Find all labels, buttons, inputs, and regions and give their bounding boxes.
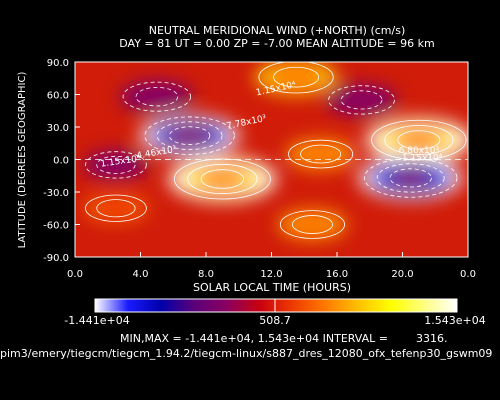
contour-line-6-2	[328, 85, 395, 115]
contour-line-4-1	[389, 168, 432, 188]
contour-line-7-2	[85, 151, 147, 179]
contour-line-9-1	[96, 199, 136, 218]
colorbar-max-label: 1.543e+04	[424, 314, 486, 327]
heatmap-cell-3-3	[169, 127, 210, 144]
footer-path: pim3/emery/tiegcm/tiegcm_1.94.2/tiegcm-l…	[0, 347, 493, 360]
y-axis: 90.0 60.0 30.0 0.0 -30.0 -60.0 -90.0	[43, 58, 80, 264]
contour-line-0-3	[173, 158, 271, 200]
contour-label-5: 1.15x10⁴	[402, 154, 443, 164]
contour-lines	[75, 62, 468, 239]
y-axis-label: LATITUDE (DEGREES GEOGRAPHIC)	[17, 72, 28, 249]
y-tick-label-3: 0.0	[53, 156, 69, 167]
y-tick-label-6: -90.0	[43, 253, 69, 264]
colorbar	[94, 298, 458, 313]
heatmap-cell-9-1	[91, 197, 141, 220]
contour-label-4: 6.80x10³	[399, 146, 440, 156]
heatmap-cell-6-1	[334, 87, 390, 112]
x-axis-label: SOLAR LOCAL TIME (HOURS)	[192, 281, 352, 294]
heatmap-cell-8-1	[294, 142, 348, 166]
contour-line-10-2	[279, 210, 345, 239]
y-tick-label-0: 90.0	[47, 58, 69, 69]
heatmap-cell-4-3	[389, 169, 432, 187]
colorbar-min-label: -1.441e+04	[64, 314, 130, 327]
heatmap-cell-0-3	[200, 170, 244, 188]
y-tick-label-4: -30.0	[43, 188, 69, 199]
contour-line-3-3	[144, 116, 235, 155]
stats-line: MIN,MAX = -1.441e+04, 1.543e+04 INTERVAL…	[120, 332, 448, 345]
contour-line-7-1	[96, 155, 136, 174]
contour-line-8-1	[300, 144, 342, 164]
x-tick-label-3: 12.0	[260, 269, 282, 280]
x-tick-label-5: 20.0	[391, 269, 413, 280]
contour-line-9-2	[85, 194, 147, 222]
heatmap-cell-5-1	[128, 84, 186, 110]
heatmap-cell-1-3	[397, 131, 441, 149]
contour-line-0-2	[187, 163, 258, 195]
y-tick-label-5: -60.0	[43, 221, 69, 232]
x-tick-label-1: 4.0	[133, 269, 149, 280]
contour-line-3-1	[168, 126, 211, 145]
contour-line-6-1	[340, 90, 383, 110]
contour-line-5-1	[135, 86, 179, 107]
y-tick-label-2: 30.0	[47, 123, 69, 134]
x-axis: 0.0 4.0 8.0 12.0 16.0 20.0 0.0	[67, 252, 476, 280]
contour-line-1-1	[397, 130, 441, 150]
x-tick-label-6: 0.0	[460, 269, 476, 280]
y-tick-label-1: 60.0	[47, 91, 69, 102]
contour-line-4-3	[364, 158, 458, 198]
contour-line-8-2	[288, 139, 354, 169]
x-tick-label-0: 0.0	[67, 269, 83, 280]
heatmap-cell-10-1	[285, 212, 340, 237]
contour-line-3-2	[156, 121, 223, 150]
contour-line-5-2	[122, 81, 192, 112]
chart-subtitle: DAY = 81 UT = 0.00 ZP = -7.00 MEAN ALTIT…	[119, 37, 435, 50]
x-tick-label-2: 8.0	[198, 269, 214, 280]
contour-line-4-2	[376, 163, 445, 193]
contour-line-10-1	[291, 215, 333, 234]
contour-line-0-1	[200, 169, 245, 189]
contour-line-2-1	[273, 66, 320, 88]
contour-line-2-2	[258, 62, 334, 94]
contour-line-1-2	[384, 125, 454, 155]
x-tick-label-4: 16.0	[326, 269, 348, 280]
colorbar-mid-label: 508.7	[259, 314, 291, 327]
chart-title: NEUTRAL MERIDIONAL WIND (+NORTH) (cm/s)	[148, 24, 406, 37]
